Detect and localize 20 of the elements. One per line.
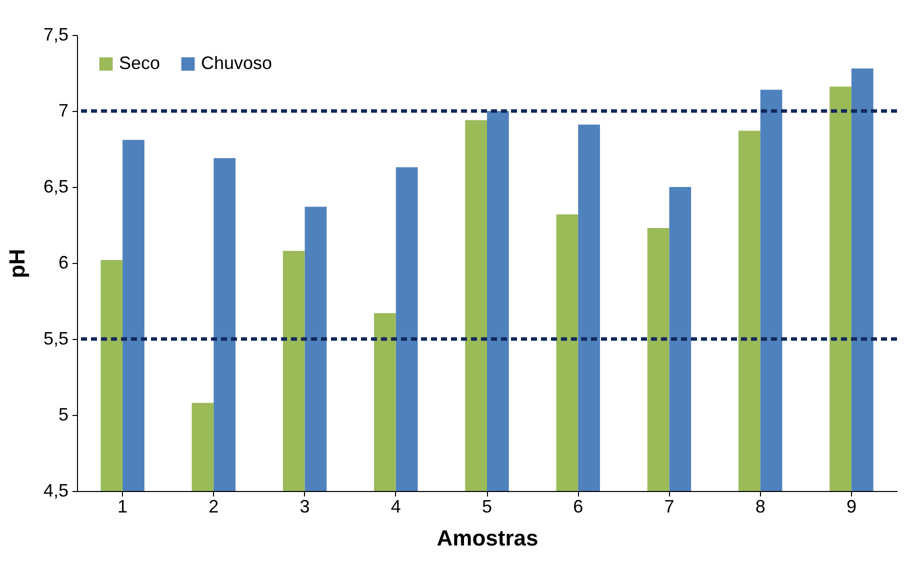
x-tick-label: 7: [664, 496, 674, 516]
x-tick-label: 3: [300, 496, 310, 516]
x-tick-label: 1: [118, 496, 128, 516]
y-tick-label: 4,5: [43, 480, 68, 500]
x-tick-label: 2: [208, 496, 219, 516]
y-axis-title: pH: [4, 248, 30, 278]
legend-label: Chuvoso: [201, 53, 272, 73]
x-tick-label: 6: [573, 496, 584, 516]
y-tick-label: 7: [58, 100, 68, 120]
x-tick-label: 8: [755, 496, 766, 516]
y-tick-label: 6: [58, 252, 68, 272]
x-axis-title: Amostras: [436, 526, 538, 550]
legend-label: Seco: [119, 53, 160, 73]
y-tick-label: 5: [58, 404, 68, 424]
y-tick-label: 7,5: [43, 24, 68, 44]
x-tick-label: 9: [846, 496, 856, 516]
x-tick-label: 5: [482, 496, 492, 516]
y-tick-label: 6,5: [43, 176, 68, 196]
y-tick-label: 5,5: [43, 328, 68, 348]
x-tick-label: 4: [390, 496, 401, 516]
